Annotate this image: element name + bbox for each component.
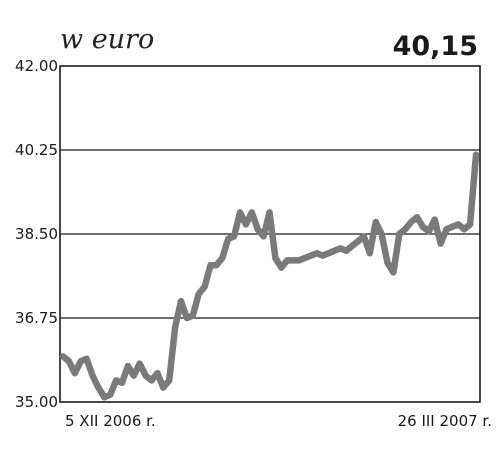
y-tick-label: 38.50: [15, 225, 58, 243]
plot-frame: [59, 65, 481, 403]
y-tick-label: 42.00: [15, 57, 58, 75]
y-tick-label: 35.00: [15, 393, 58, 411]
unit-label: w euro: [60, 24, 154, 55]
last-value-label: 40,15: [393, 31, 478, 62]
x-end-label: 26 III 2007 r.: [398, 412, 492, 430]
x-start-label: 5 XII 2006 r.: [65, 412, 156, 430]
y-axis-ticks: 42.00 40.25 38.50 36.75 35.00: [15, 57, 58, 411]
price-line: [59, 151, 480, 401]
y-tick-label: 36.75: [15, 309, 58, 327]
y-tick-label: 40.25: [15, 141, 58, 159]
